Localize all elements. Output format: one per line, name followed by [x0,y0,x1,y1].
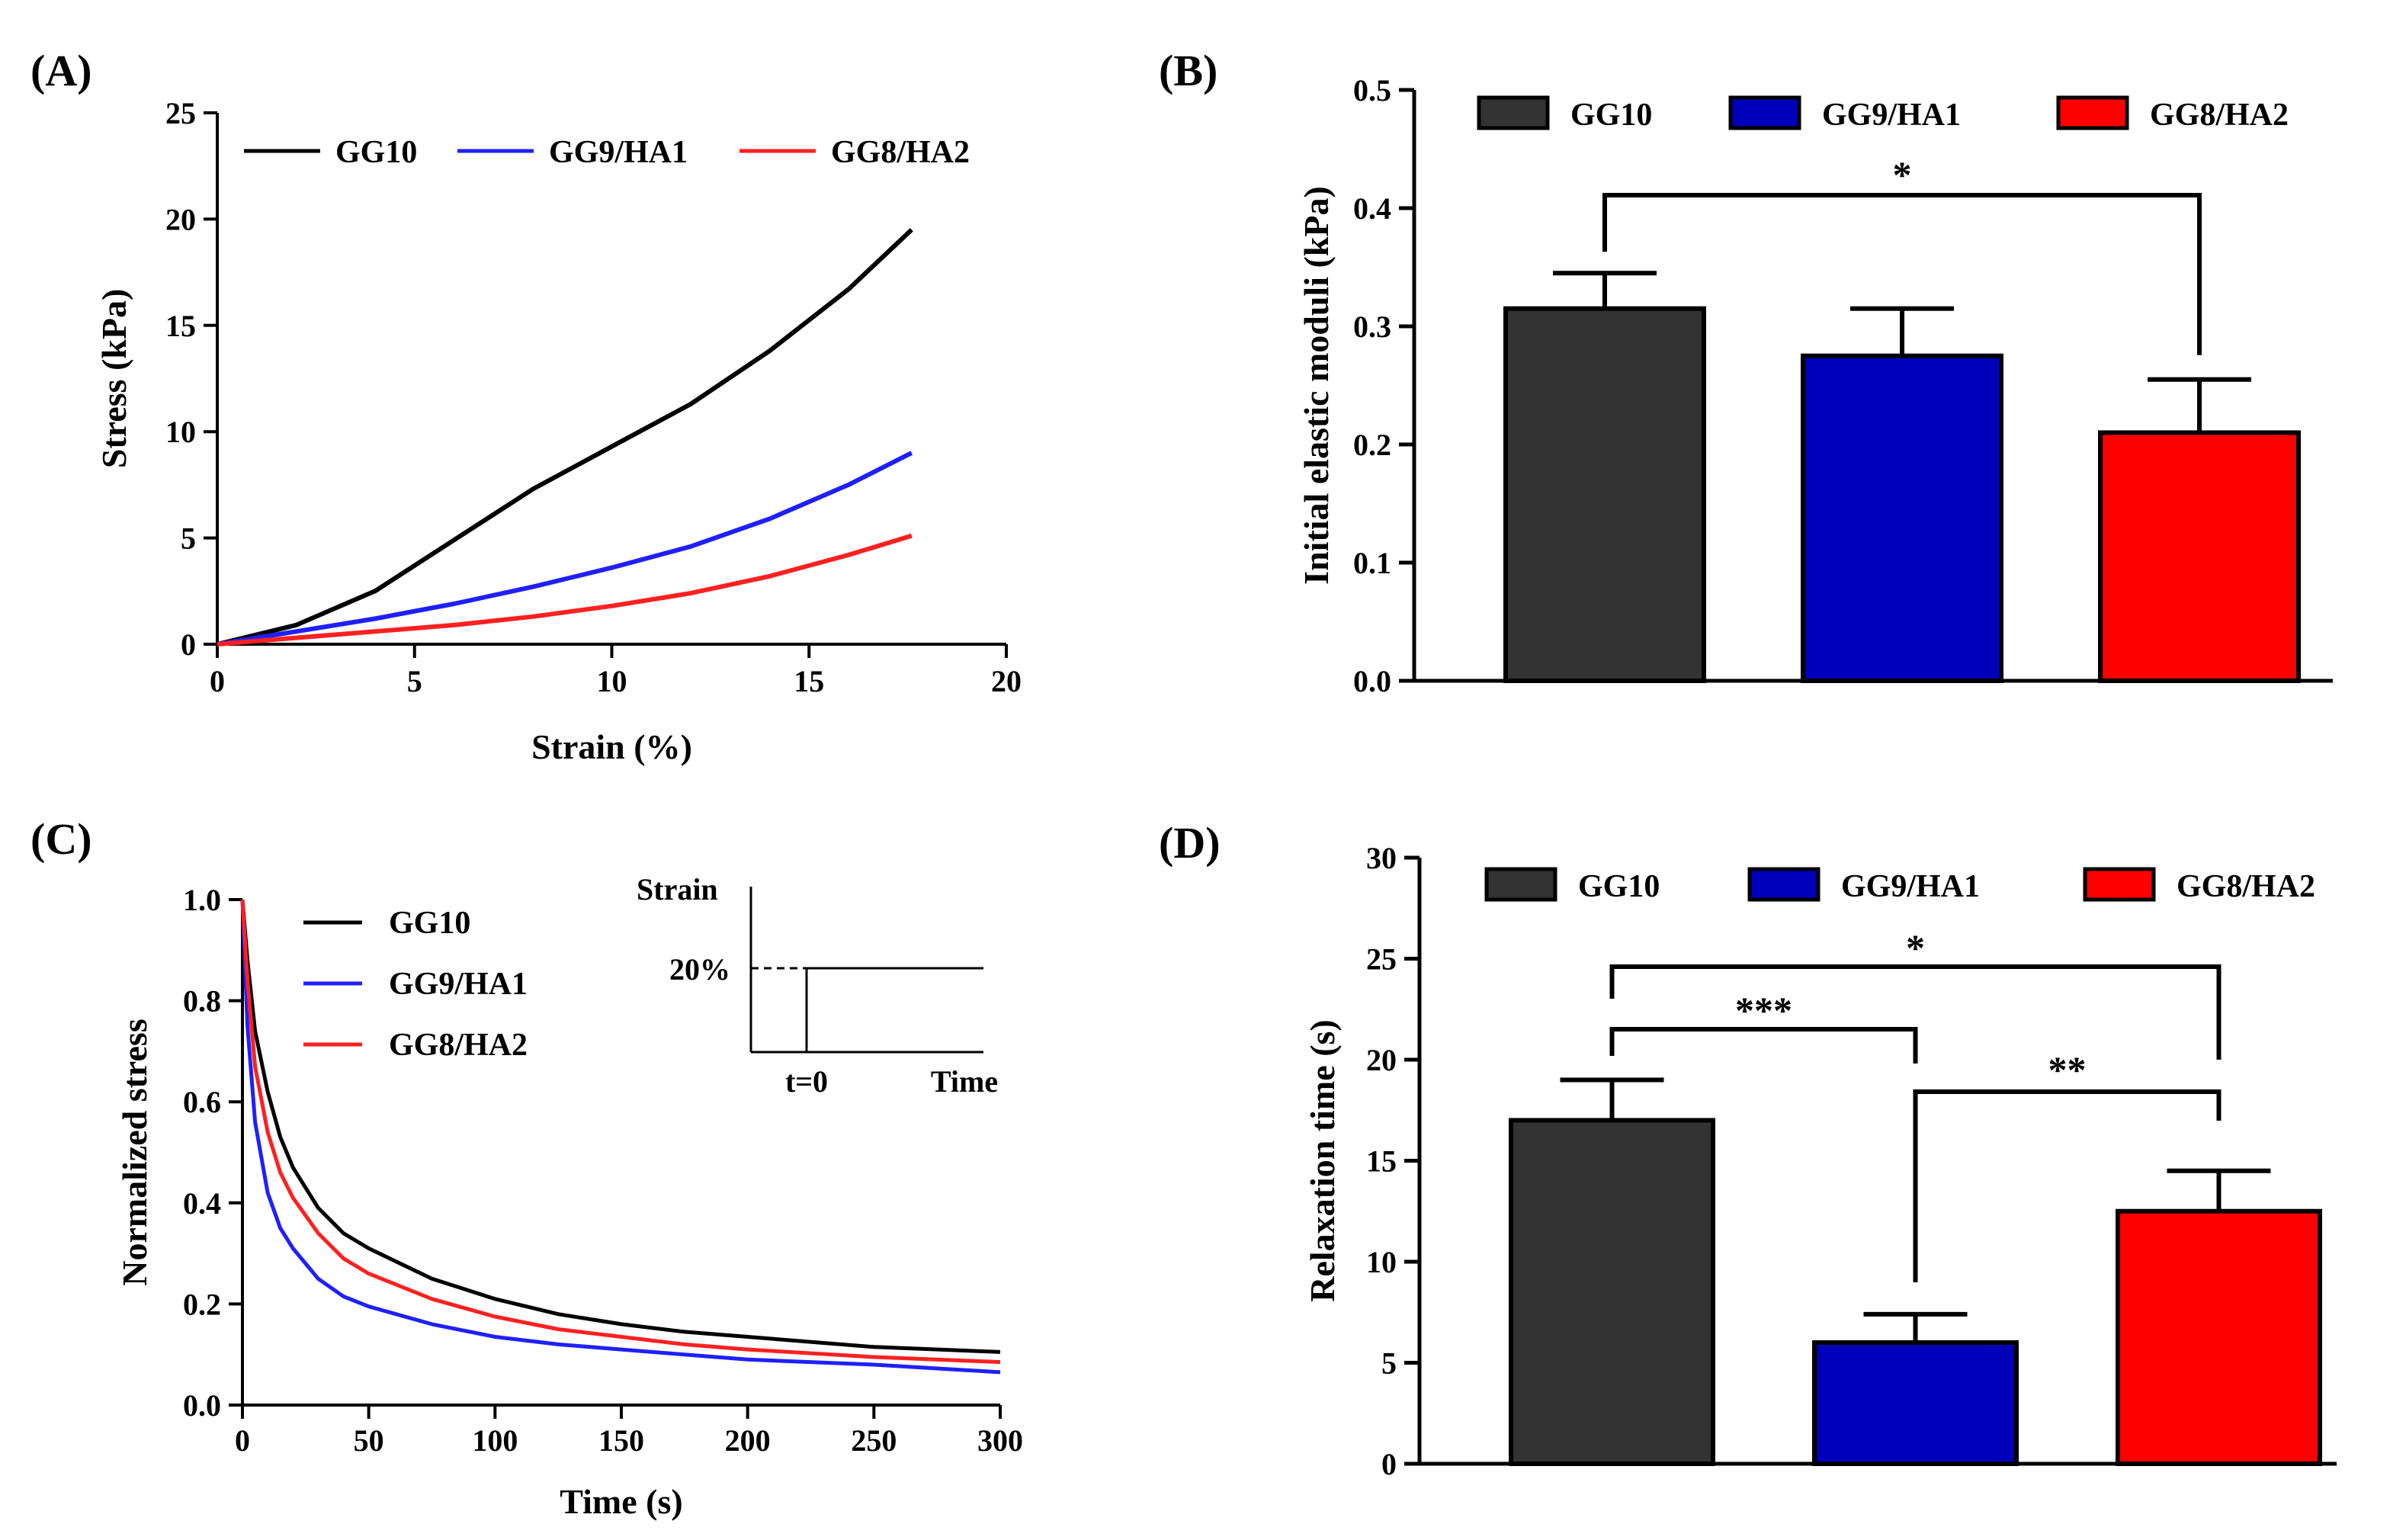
legend-swatch [2083,867,2156,902]
y-tick-label: 0.2 [1353,428,1391,462]
series-line-gg8-ha2 [240,899,1001,1365]
bar-gg8-ha2 [2116,1208,2322,1466]
y-tick-label: 0.4 [183,1186,221,1221]
legend-label: GG10 [389,906,470,941]
y-tick-label: 5 [1381,1346,1397,1381]
x-tick-label: 0 [210,664,225,698]
x-tick-label: 5 [407,664,422,698]
significance-label: * [1906,926,1925,969]
significance-bracket [1609,964,2222,1060]
y-tick-label: 0.2 [183,1287,221,1321]
x-tick-label: 20 [991,664,1022,698]
y-tick-label: 0.0 [183,1388,221,1423]
y-tick-label: 15 [1366,1144,1397,1179]
chart-d: 0 5 10 15 20 25 30 Relaxation time (s) GG10 GG9/H… [1303,841,2337,1481]
legend-label: GG9/HA1 [549,135,688,170]
legend-label: GG10 [1578,869,1660,904]
significance-label: ** [2048,1048,2087,1091]
y-tick-label: 0.1 [1353,546,1391,580]
x-tick-label: 200 [725,1423,771,1458]
significance-label: * [1893,153,1912,196]
y-tick-label: 25 [1366,942,1397,977]
panel-label-c: (C) [30,814,92,864]
panel-label-b: (B) [1159,46,1217,95]
x-tick-label: 150 [598,1423,644,1458]
x-tick-label: 250 [851,1423,897,1458]
legend-label: GG10 [1570,98,1652,133]
chart-a: 0 5 10 15 20 25 0 5 10 15 20 Strain (%) Stress (kPa)… [95,96,1022,766]
y-tick-label: 0.8 [183,984,221,1019]
series-line-gg8-ha2 [217,533,913,646]
legend-swatch [1747,867,1821,902]
y-tick-label: 25 [165,96,196,130]
legend-label: GG8/HA2 [2177,869,2315,904]
inset-tick-label: t=0 [785,1064,828,1099]
x-tick-label: 15 [794,664,824,698]
panel-label-a: (A) [30,46,92,95]
legend-swatch [1728,95,1801,130]
x-tick-label: 50 [354,1423,384,1458]
y-tick-label: 0 [1381,1447,1397,1481]
legend-label: GG8/HA2 [389,1028,528,1063]
significance-bracket [1602,193,2202,355]
y-tick-label: 20 [165,202,196,236]
y-tick-label: 0.3 [1353,310,1391,344]
bar-gg10 [1503,306,1706,683]
inset-y-label: Strain [637,872,718,906]
bar-gg10 [1509,1118,1715,1466]
y-tick-label: 0 [181,627,196,662]
y-tick-label: 15 [165,309,196,343]
y-axis-label: Relaxation time (s) [1303,1019,1342,1301]
y-tick-label: 10 [165,415,196,449]
y-tick-label: 0.4 [1353,191,1391,226]
y-axis-label: Stress (kPa) [95,289,133,469]
inset-x-label: Time [931,1064,998,1099]
legend-label: GG10 [335,135,417,170]
series-line-gg9-ha1 [240,899,1001,1375]
legend-swatch [1484,867,1557,902]
series-line-gg10 [217,228,913,646]
chart-b: 0.0 0.1 0.2 0.3 0.4 0.5 Initial elastic moduli… [1297,73,2333,698]
inset-level-label: 20% [669,952,730,987]
legend-label: GG9/HA1 [1841,869,1980,904]
series-line-gg9-ha1 [217,451,913,646]
legend-label: GG9/HA1 [1822,98,1961,133]
bar-gg9-ha1 [1812,1340,2019,1466]
y-tick-label: 10 [1366,1245,1397,1279]
y-tick-label: 30 [1366,841,1397,875]
x-axis-label: Time (s) [560,1482,682,1521]
bar-gg9-ha1 [1801,353,2003,683]
y-axis-label: Initial elastic moduli (kPa) [1297,186,1336,585]
significance-bracket [1609,1027,1918,1064]
x-tick-label: 10 [597,664,627,698]
y-tick-label: 5 [181,521,196,556]
y-tick-label: 0.0 [1353,664,1391,698]
y-tick-label: 20 [1366,1043,1397,1077]
legend-swatch [2056,95,2129,130]
y-tick-label: 0.5 [1353,73,1391,107]
legend-label: GG8/HA2 [831,135,970,170]
significance-bracket [1913,1089,2222,1282]
significance-label: *** [1735,989,1792,1031]
legend-label: GG8/HA2 [2150,98,2289,133]
bar-gg8-ha2 [2098,430,2301,683]
x-tick-label: 0 [235,1423,250,1458]
x-axis-label: Strain (%) [531,727,692,766]
legend-label: GG9/HA1 [389,967,528,1002]
x-tick-label: 100 [472,1423,518,1458]
x-tick-label: 300 [977,1423,1023,1458]
panel-label-d: (D) [1159,818,1221,868]
series-line-gg10 [240,899,1001,1354]
y-tick-label: 1.0 [183,883,221,917]
y-tick-label: 0.6 [183,1085,221,1119]
y-axis-label: Normalized stress [115,1019,154,1285]
legend-swatch [1477,95,1550,130]
chart-c: 0.0 0.2 0.4 0.6 0.8 1.0 0 50 100 150 200 250 300 Time… [115,872,1023,1521]
